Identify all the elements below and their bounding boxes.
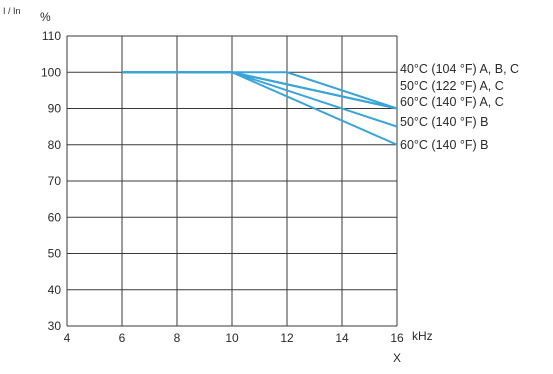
y-tick-label: 30 <box>48 319 62 333</box>
series-label-2: 50°C (122 °F) A, C <box>400 79 504 93</box>
y-tick-label: 40 <box>48 283 62 297</box>
x-axis-label: X <box>393 351 401 365</box>
x-tick-label: 8 <box>174 331 181 345</box>
x-tick-label: 14 <box>335 331 349 345</box>
x-tick-label: 16 <box>390 331 404 345</box>
series-line-3 <box>122 71 398 110</box>
y-tick-label: 80 <box>48 138 62 152</box>
y-tick-label: 110 <box>42 29 61 43</box>
series-labels: 40°C (104 °F) A, B, C 50°C (122 °F) A, C 6… <box>400 62 519 152</box>
y-axis-unit-label: % <box>40 10 51 24</box>
x-axis-unit-label: kHz <box>412 329 433 343</box>
series-line-5 <box>122 71 398 146</box>
series-label-1: 40°C (104 °F) A, B, C <box>400 62 519 76</box>
x-tick-label: 6 <box>119 331 126 345</box>
y-tick-label: 70 <box>48 174 62 188</box>
y-tick-label: 50 <box>48 247 62 261</box>
series-label-3: 60°C (140 °F) A, C <box>400 95 504 109</box>
y-tick-label: 60 <box>48 210 62 224</box>
x-tick-labels: 4 6 8 10 12 14 16 <box>64 331 404 345</box>
x-tick-label: 10 <box>225 331 239 345</box>
series-label-5: 60°C (140 °F) B <box>400 138 489 152</box>
series-lines <box>122 71 398 146</box>
y-tick-label: 90 <box>48 102 62 116</box>
series-label-4: 50°C (140 °F) B <box>400 115 489 129</box>
y-tick-labels: 30 40 50 60 70 80 90 100 110 <box>41 29 61 333</box>
x-tick-label: 4 <box>64 331 71 345</box>
y-tick-label: 100 <box>41 65 61 79</box>
y-axis-ratio-label: I / In <box>3 6 21 16</box>
x-tick-label: 12 <box>280 331 294 345</box>
